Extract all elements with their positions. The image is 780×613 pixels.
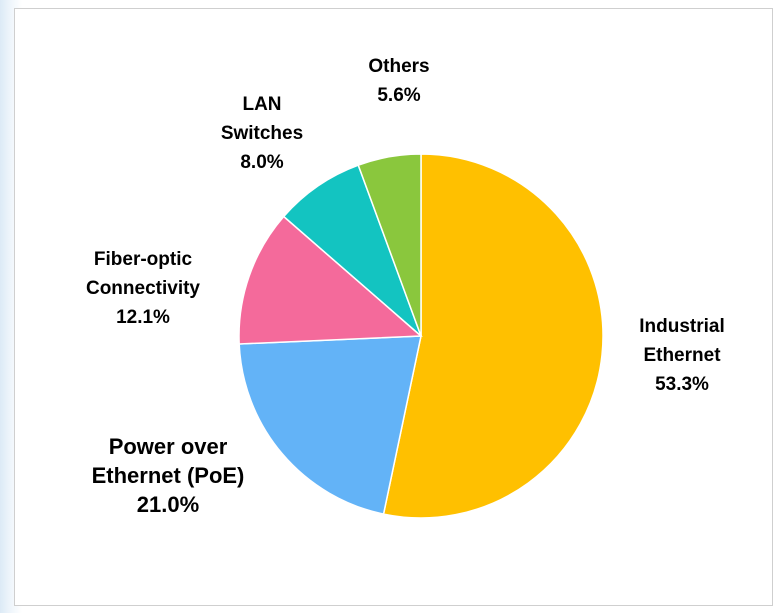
- pie-slice: [357, 153, 422, 337]
- slice-label: Industrial Ethernet 53.3%: [639, 316, 725, 395]
- pie-slice: [382, 153, 604, 519]
- slice-label: Power over Ethernet (PoE) 21.0%: [92, 434, 245, 517]
- slice-percent: 21.0%: [137, 492, 199, 517]
- slice-name-line: Switches: [221, 123, 303, 144]
- slice-name-line: Power over: [109, 434, 228, 459]
- pie-slice: [238, 335, 422, 515]
- slice-label: Fiber-optic Connectivity 12.1%: [86, 249, 200, 328]
- slice-percent: 53.3%: [655, 374, 709, 395]
- slice-percent: 8.0%: [240, 152, 283, 173]
- slice-percent: 12.1%: [116, 307, 170, 328]
- pie-slices: [238, 153, 604, 519]
- slice-name-line: Connectivity: [86, 278, 200, 299]
- slice-name-line: Fiber-optic: [94, 249, 193, 270]
- slice-name-line: Industrial: [639, 316, 725, 337]
- slice-label: LAN Switches 8.0%: [221, 94, 303, 173]
- slice-name-line: Ethernet: [643, 345, 721, 366]
- pie-slice: [282, 164, 422, 337]
- slice-name-line: LAN: [242, 94, 281, 115]
- pie-slice: [238, 215, 423, 345]
- slice-name-line: Ethernet (PoE): [92, 463, 245, 488]
- slice-name-line: Others: [368, 56, 429, 77]
- slice-label: Others 5.6%: [368, 56, 429, 106]
- pie-labels: Industrial Ethernet 53.3% Power over Etherne…: [86, 56, 725, 517]
- slice-percent: 5.6%: [377, 85, 420, 106]
